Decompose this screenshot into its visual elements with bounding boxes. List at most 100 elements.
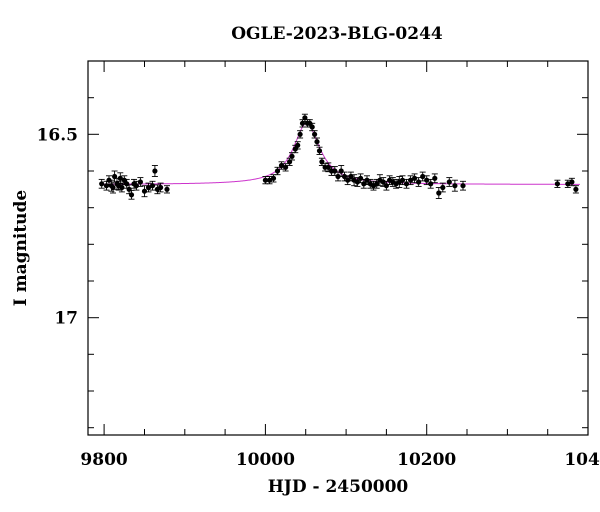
data-point [325,162,332,173]
point-marker [432,175,438,181]
data-point [439,182,446,193]
data-point [149,180,156,191]
point-marker [452,183,458,189]
data-point [451,179,458,192]
data-point [262,176,269,185]
point-marker [110,184,116,191]
point-marker [416,179,422,185]
point-marker [103,183,110,189]
data-point [564,179,571,188]
point-marker [338,168,344,174]
data-point [137,177,144,187]
point-marker [440,184,446,191]
point-marker [403,181,410,187]
data-point [157,182,164,193]
x-tick-labels: 9800 10000 10200 1040 [80,450,600,470]
point-marker [569,179,575,185]
point-marker [573,186,579,192]
data-point [154,184,161,195]
x-tick-label: 10200 [397,450,456,470]
point-marker [124,181,130,187]
model-curve [100,122,580,185]
data-point [294,141,301,150]
data-point [331,166,338,176]
point-marker [335,173,341,180]
data-point [403,178,410,189]
point-marker [332,168,338,174]
point-marker [145,184,152,191]
point-marker [312,131,318,137]
y-tick-label: 16.5 [37,125,78,145]
data-point [460,180,466,191]
point-marker [299,120,306,126]
data-point [266,176,273,185]
point-marker [460,183,466,189]
data-point [572,185,579,194]
data-point [335,171,341,182]
point-marker [297,131,303,137]
plot-frame [87,60,589,436]
point-marker [117,175,123,181]
point-marker [412,175,418,181]
data-point [164,185,170,194]
x-axis-label: HJD - 2450000 [268,477,409,497]
point-marker [274,168,281,174]
model-line [100,122,580,185]
x-tick-label: 1040 [564,450,600,470]
point-marker [266,177,273,183]
point-marker [137,179,143,185]
point-marker [283,164,289,170]
point-marker [149,183,156,189]
data-points [98,113,579,200]
point-marker [565,181,571,187]
data-point [141,185,148,198]
point-marker [436,190,442,196]
data-point [344,175,351,186]
x-tick-label: 9800 [80,450,127,470]
x-tick-label: 10000 [236,450,295,470]
point-marker [364,177,370,183]
point-marker [316,148,323,154]
data-point [360,178,367,189]
point-marker [314,139,320,145]
data-point [407,175,414,186]
point-marker [358,175,364,181]
data-point [133,180,140,191]
data-point [446,177,453,187]
y-tick-label: 17 [54,309,78,329]
data-point [393,178,400,189]
point-marker [152,168,158,174]
point-marker [424,177,430,183]
data-point [286,157,293,166]
point-marker [164,186,170,192]
point-marker [112,173,118,180]
data-point [118,182,125,193]
point-marker [158,184,164,191]
data-point [554,179,561,188]
point-marker [380,179,386,185]
data-point [270,174,277,183]
point-marker [374,181,380,187]
point-marker [399,177,406,183]
point-marker [262,177,268,183]
point-marker [408,177,414,183]
data-point [145,182,152,193]
data-point [282,163,289,172]
point-marker [119,184,125,191]
point-marker [99,181,105,187]
chart-title: OGLE-2023-BLG-0244 [231,24,443,44]
point-marker [309,124,315,130]
point-marker [383,183,389,189]
point-marker [133,183,139,189]
point-marker [270,175,277,181]
data-point [376,174,383,187]
data-point [347,171,354,182]
data-point [151,165,158,177]
point-marker [446,179,452,185]
data-point [316,146,323,155]
point-marker [554,181,561,187]
data-point [278,161,285,170]
data-point [98,178,105,189]
data-point [354,177,361,187]
